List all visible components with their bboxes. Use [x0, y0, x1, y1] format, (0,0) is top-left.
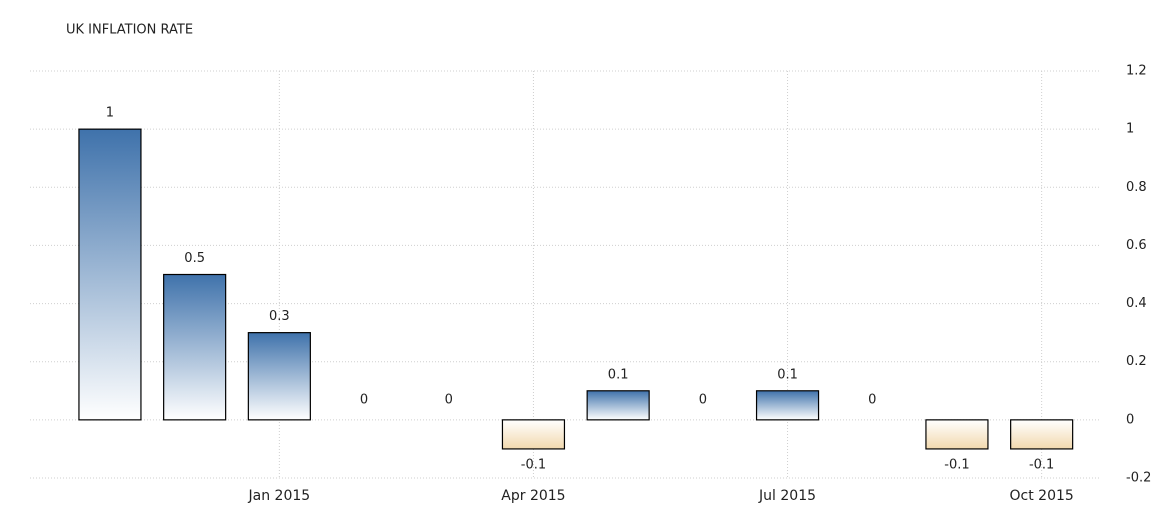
y-tick-label: 0.4 — [1126, 296, 1147, 311]
y-tick-label: 0 — [1126, 412, 1134, 427]
data-label: 0 — [699, 392, 707, 407]
x-tick-label: Oct 2015 — [1010, 488, 1074, 504]
x-tick-label: Apr 2015 — [501, 488, 565, 504]
bar — [755, 390, 820, 421]
data-label: -0.1 — [944, 457, 969, 472]
data-label: 0.3 — [269, 309, 290, 324]
data-label: 0 — [360, 392, 368, 407]
y-tick-label: 0.8 — [1126, 180, 1147, 195]
bar — [247, 332, 311, 421]
chart-title: UK INFLATION RATE — [66, 23, 193, 38]
bar — [586, 390, 650, 421]
bar — [1010, 419, 1074, 450]
y-tick-label: 1 — [1126, 122, 1134, 137]
data-label: 0.5 — [184, 251, 205, 266]
x-tick-label: Jan 2015 — [248, 488, 311, 504]
x-tick-label: Jul 2015 — [758, 488, 816, 504]
data-label: 0.1 — [777, 367, 798, 382]
data-label: 0.1 — [608, 367, 629, 382]
data-label: 0 — [868, 392, 876, 407]
y-tick-label: 0.2 — [1126, 354, 1147, 369]
bar — [501, 419, 566, 450]
bar — [163, 273, 227, 421]
y-tick-label: 1.2 — [1126, 64, 1147, 79]
bar — [78, 128, 142, 421]
data-label: -0.1 — [521, 457, 546, 472]
data-label: 1 — [106, 106, 114, 121]
data-label: 0 — [445, 392, 453, 407]
y-tick-label: -0.2 — [1126, 471, 1151, 486]
y-tick-label: 0.6 — [1126, 238, 1147, 253]
data-label: -0.1 — [1029, 457, 1054, 472]
bar — [925, 419, 989, 450]
